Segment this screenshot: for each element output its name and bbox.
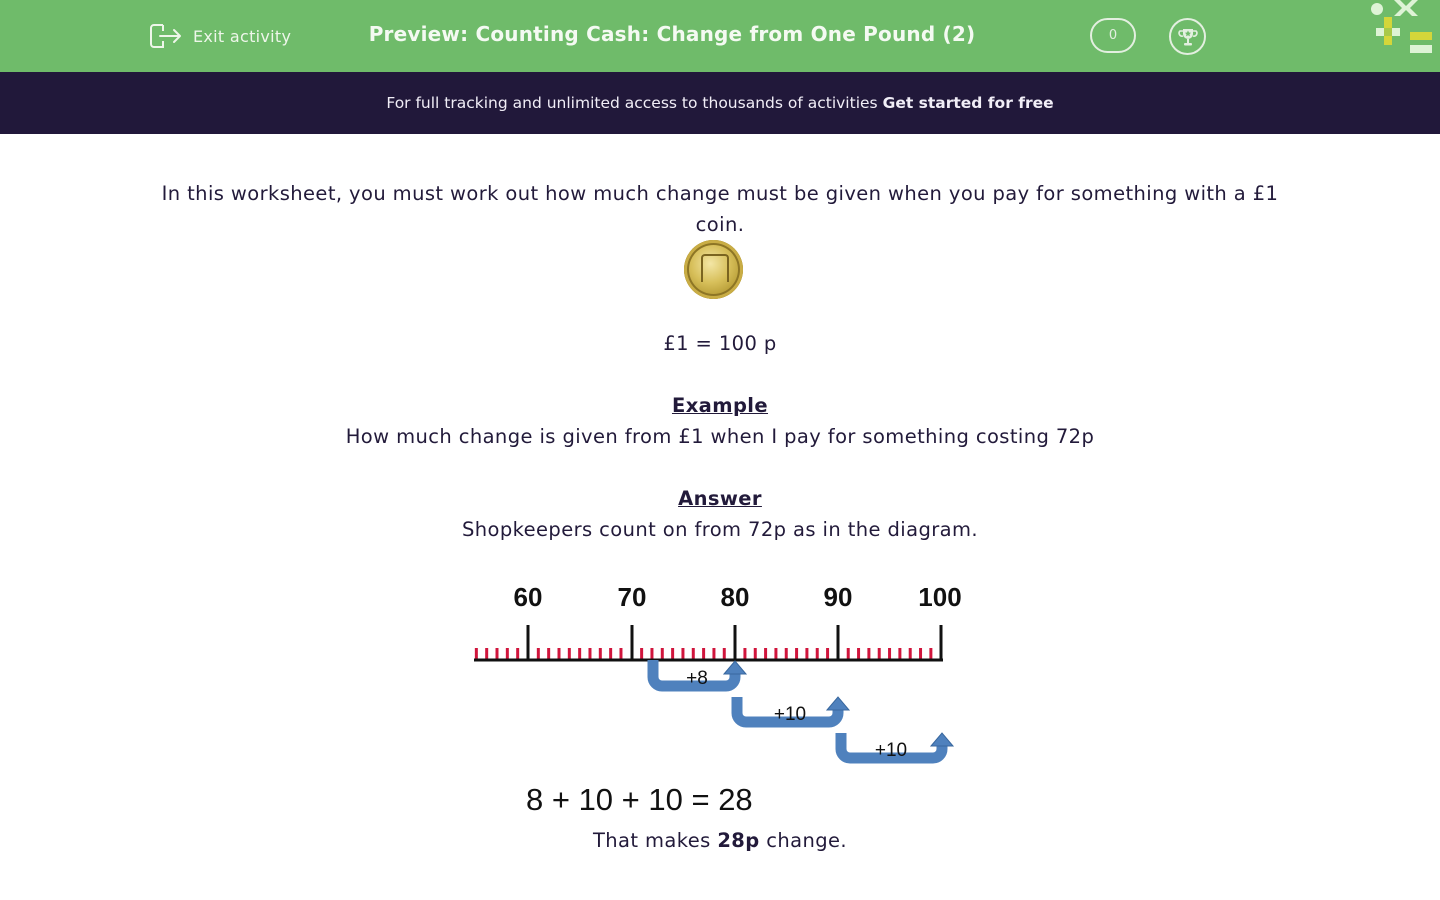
label-80: 80 [721, 582, 750, 612]
jump-arrows [647, 660, 948, 764]
exit-activity-label: Exit activity [193, 26, 292, 46]
example-question: How much change is given from £1 when I … [345, 425, 1095, 448]
brand-logo [1371, 0, 1432, 53]
conclusion-suffix: change. [766, 829, 848, 852]
label-90: 90 [824, 582, 853, 612]
intro-text: In this worksheet, you must work out how… [161, 182, 1279, 236]
pound-pence-equivalence: £1 = 100 p [663, 332, 777, 355]
jump-label-2: +10 [774, 704, 806, 725]
answer-heading: Answer [678, 487, 762, 510]
trophy-button[interactable] [1169, 18, 1206, 55]
label-100: 100 [918, 582, 961, 612]
conclusion-text: That makes 28p change. [0, 829, 1440, 852]
label-70: 70 [618, 582, 647, 612]
score-badge: 0 [1090, 18, 1136, 53]
jump-label-3: +10 [875, 740, 907, 761]
pound-coin-image [684, 240, 743, 299]
label-60: 60 [514, 582, 543, 612]
example-heading: Example [671, 394, 769, 417]
exit-icon [150, 24, 181, 48]
exit-activity-button[interactable]: Exit activity [149, 20, 291, 52]
jump-label-1: +8 [686, 668, 708, 689]
signup-banner: For full tracking and unlimited access t… [0, 72, 1440, 134]
number-line-diagram: 60 70 80 90 100 +8 +10 +10 [474, 582, 962, 764]
conclusion-prefix: That makes [592, 829, 711, 852]
page-title: Preview: Counting Cash: Change from One … [0, 22, 1344, 46]
answer-text: Shopkeepers count on from 72p as in the … [461, 518, 979, 541]
banner-text: For full tracking and unlimited access t… [386, 94, 878, 112]
sum-equation: 8 + 10 + 10 = 28 [526, 782, 753, 817]
top-bar: Exit activity Preview: Counting Cash: Ch… [0, 0, 1440, 72]
minor-ticks [474, 648, 933, 660]
page-title-text: Preview: Counting Cash: Change from One … [368, 22, 976, 46]
trophy-icon [1177, 28, 1198, 45]
get-started-link[interactable]: Get started for free [882, 94, 1054, 112]
conclusion-amount: 28p [717, 829, 760, 852]
